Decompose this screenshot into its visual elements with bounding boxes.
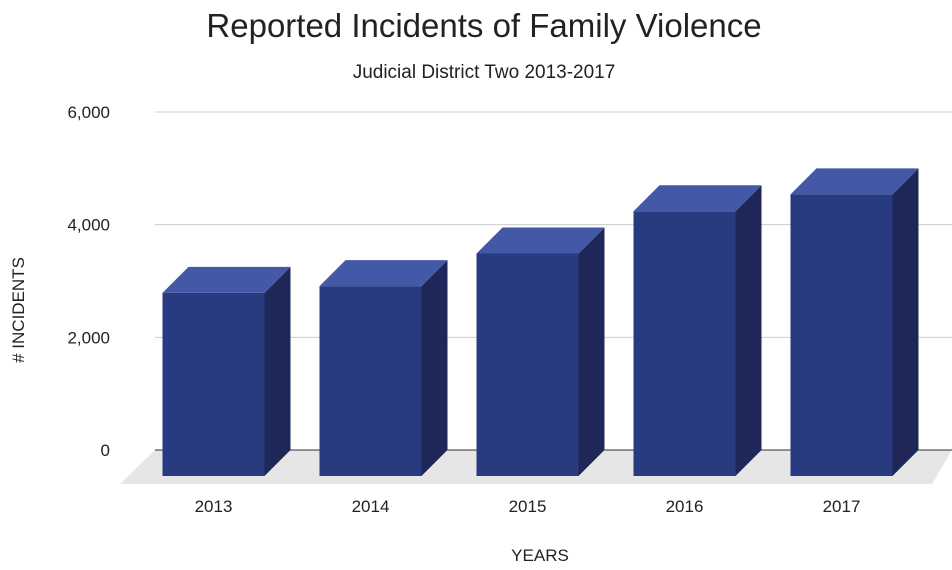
y-axis-ticks: 0 2,000 4,000 6,000 bbox=[67, 103, 110, 460]
bars bbox=[162, 168, 919, 477]
bar-2015 bbox=[476, 227, 605, 476]
bar-2016 bbox=[633, 185, 762, 476]
bar-2014 bbox=[319, 260, 448, 476]
bar-front bbox=[633, 211, 736, 476]
x-axis-ticks: 2013 2014 2015 2016 2017 bbox=[195, 497, 861, 516]
bar-top bbox=[319, 260, 448, 287]
bar-2017 bbox=[790, 168, 919, 477]
chart-subtitle: Judicial District Two 2013-2017 bbox=[353, 62, 616, 83]
x-tick-label: 2014 bbox=[352, 497, 390, 516]
x-tick-label: 2016 bbox=[666, 497, 704, 516]
bar-front bbox=[790, 194, 893, 477]
bar-2013 bbox=[162, 266, 291, 476]
bar-top bbox=[790, 168, 919, 195]
x-axis-label: YEARS bbox=[511, 546, 569, 565]
y-tick-label: 4,000 bbox=[67, 216, 110, 235]
bar-top bbox=[162, 266, 291, 293]
bar-side bbox=[735, 185, 762, 476]
x-tick-label: 2013 bbox=[195, 497, 233, 516]
y-tick-label: 6,000 bbox=[67, 103, 110, 122]
bar-front bbox=[162, 292, 265, 476]
y-tick-label: 2,000 bbox=[67, 328, 110, 347]
y-tick-label: 0 bbox=[101, 441, 110, 460]
bar-top bbox=[633, 185, 762, 212]
bar-side bbox=[421, 260, 448, 476]
bar-front bbox=[319, 286, 422, 476]
x-tick-label: 2015 bbox=[509, 497, 547, 516]
x-tick-label: 2017 bbox=[823, 497, 861, 516]
bar-top bbox=[476, 227, 605, 254]
bar-side bbox=[892, 168, 919, 477]
y-axis-label: # INCIDENTS bbox=[9, 257, 28, 363]
bar-front bbox=[476, 253, 579, 476]
chart-title: Reported Incidents of Family Violence bbox=[206, 7, 761, 44]
bar-side bbox=[264, 266, 291, 476]
bar-side bbox=[578, 227, 605, 476]
